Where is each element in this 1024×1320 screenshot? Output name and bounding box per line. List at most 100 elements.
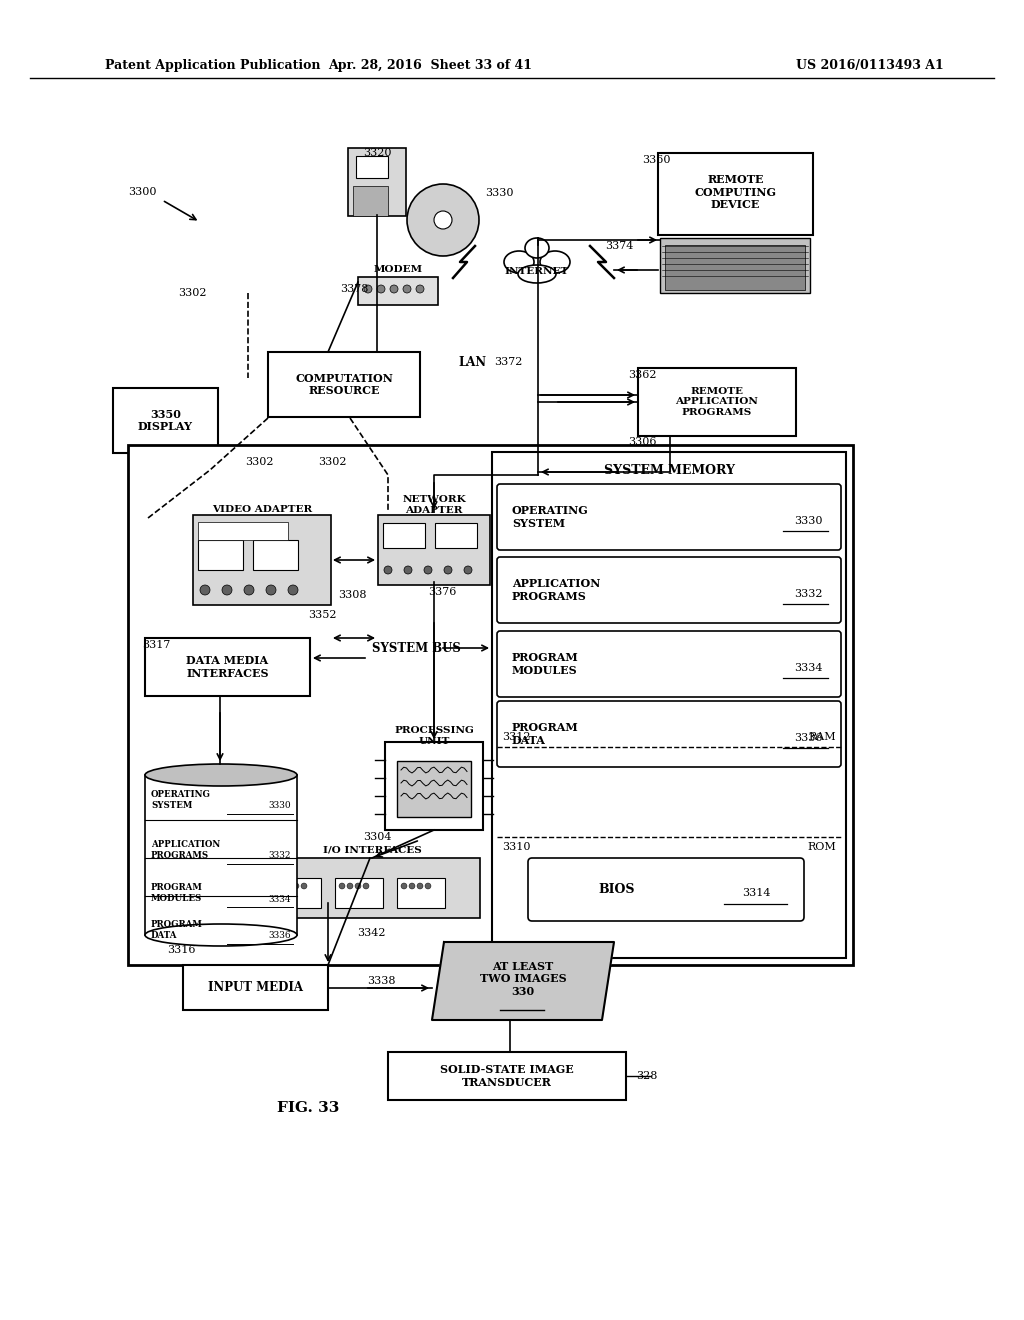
Text: 3336: 3336 [268,932,291,940]
FancyBboxPatch shape [145,775,297,935]
FancyBboxPatch shape [638,368,796,436]
Circle shape [434,211,452,228]
Text: 3332: 3332 [795,589,823,599]
Ellipse shape [145,924,297,946]
Circle shape [444,566,452,574]
Text: 3332: 3332 [268,851,291,861]
Text: 3352: 3352 [308,610,337,620]
Text: 3372: 3372 [494,356,522,367]
Text: INPUT MEDIA: INPUT MEDIA [208,981,303,994]
Text: MODEM: MODEM [374,264,423,273]
Text: 3308: 3308 [338,590,367,601]
Text: FIG. 33: FIG. 33 [276,1101,339,1115]
Text: 3334: 3334 [795,663,823,673]
Text: RAM: RAM [808,733,836,742]
Circle shape [424,566,432,574]
Circle shape [266,585,276,595]
FancyBboxPatch shape [492,451,846,958]
Text: 3320: 3320 [362,148,391,158]
Text: 3312: 3312 [502,733,530,742]
Text: 3330: 3330 [795,516,823,525]
FancyBboxPatch shape [198,521,288,540]
FancyBboxPatch shape [378,515,490,585]
Text: 3304: 3304 [362,832,391,842]
Text: REMOTE
COMPUTING
DEVICE: REMOTE COMPUTING DEVICE [694,174,776,210]
Text: PROGRAM
DATA: PROGRAM DATA [151,920,203,940]
Text: 328: 328 [636,1071,657,1081]
Text: REMOTE
APPLICATION
PROGRAMS: REMOTE APPLICATION PROGRAMS [676,387,759,417]
Ellipse shape [145,764,297,785]
Text: PROGRAM
MODULES: PROGRAM MODULES [151,883,203,903]
Text: 3342: 3342 [357,928,386,939]
Circle shape [364,285,372,293]
FancyBboxPatch shape [385,742,483,830]
Circle shape [417,883,423,888]
FancyBboxPatch shape [348,148,406,216]
Text: SYSTEM MEMORY: SYSTEM MEMORY [603,463,734,477]
Ellipse shape [525,238,549,257]
Text: 3302: 3302 [318,457,346,467]
Text: 3316: 3316 [167,945,196,954]
Circle shape [377,285,385,293]
FancyBboxPatch shape [128,445,853,965]
Text: ROM: ROM [807,842,836,851]
Text: 3310: 3310 [502,842,530,851]
Text: BIOS: BIOS [599,883,635,896]
Text: 3362: 3362 [628,370,656,380]
FancyBboxPatch shape [198,540,243,570]
Text: 3306: 3306 [628,437,656,447]
FancyBboxPatch shape [397,762,471,817]
Text: PROGRAM
MODULES: PROGRAM MODULES [512,652,579,676]
FancyBboxPatch shape [358,277,438,305]
Circle shape [200,585,210,595]
Text: 3302: 3302 [178,288,207,298]
Ellipse shape [518,265,556,282]
FancyBboxPatch shape [183,965,328,1010]
FancyBboxPatch shape [265,858,480,917]
Circle shape [301,883,307,888]
FancyBboxPatch shape [497,631,841,697]
Circle shape [278,883,283,888]
Text: APPLICATION
PROGRAMS: APPLICATION PROGRAMS [151,841,220,859]
Circle shape [403,285,411,293]
Circle shape [362,883,369,888]
Text: 3350
DISPLAY: 3350 DISPLAY [138,409,193,433]
Circle shape [355,883,361,888]
FancyBboxPatch shape [497,557,841,623]
Text: COMPUTATION
RESOURCE: COMPUTATION RESOURCE [295,372,393,396]
FancyBboxPatch shape [273,878,321,908]
Text: Apr. 28, 2016  Sheet 33 of 41: Apr. 28, 2016 Sheet 33 of 41 [328,58,532,71]
FancyBboxPatch shape [113,388,218,453]
Text: 3336: 3336 [795,733,823,743]
Text: 3374: 3374 [605,242,634,251]
Circle shape [339,883,345,888]
Text: VIDEO ADAPTER: VIDEO ADAPTER [212,506,312,515]
Circle shape [407,183,479,256]
Text: DATA MEDIA
INTERFACES: DATA MEDIA INTERFACES [186,655,268,678]
Text: OPERATING
SYSTEM: OPERATING SYSTEM [151,791,211,809]
FancyBboxPatch shape [528,858,804,921]
Circle shape [425,883,431,888]
Circle shape [288,585,298,595]
Text: APPLICATION
PROGRAMS: APPLICATION PROGRAMS [512,578,600,602]
Text: PROCESSING
UNIT: PROCESSING UNIT [394,726,474,746]
Text: 3330: 3330 [268,801,291,810]
FancyBboxPatch shape [658,153,813,235]
Text: 3330: 3330 [485,187,513,198]
Circle shape [464,566,472,574]
FancyBboxPatch shape [335,878,383,908]
Circle shape [293,883,299,888]
Circle shape [384,566,392,574]
FancyBboxPatch shape [397,878,445,908]
FancyBboxPatch shape [193,515,331,605]
FancyBboxPatch shape [356,156,388,178]
Text: 3302: 3302 [245,457,273,467]
FancyBboxPatch shape [435,523,477,548]
Text: 3314: 3314 [742,888,770,899]
FancyBboxPatch shape [145,638,310,696]
Circle shape [416,285,424,293]
FancyBboxPatch shape [253,540,298,570]
FancyBboxPatch shape [353,186,388,216]
Circle shape [285,883,291,888]
Text: OPERATING
SYSTEM: OPERATING SYSTEM [512,506,589,529]
